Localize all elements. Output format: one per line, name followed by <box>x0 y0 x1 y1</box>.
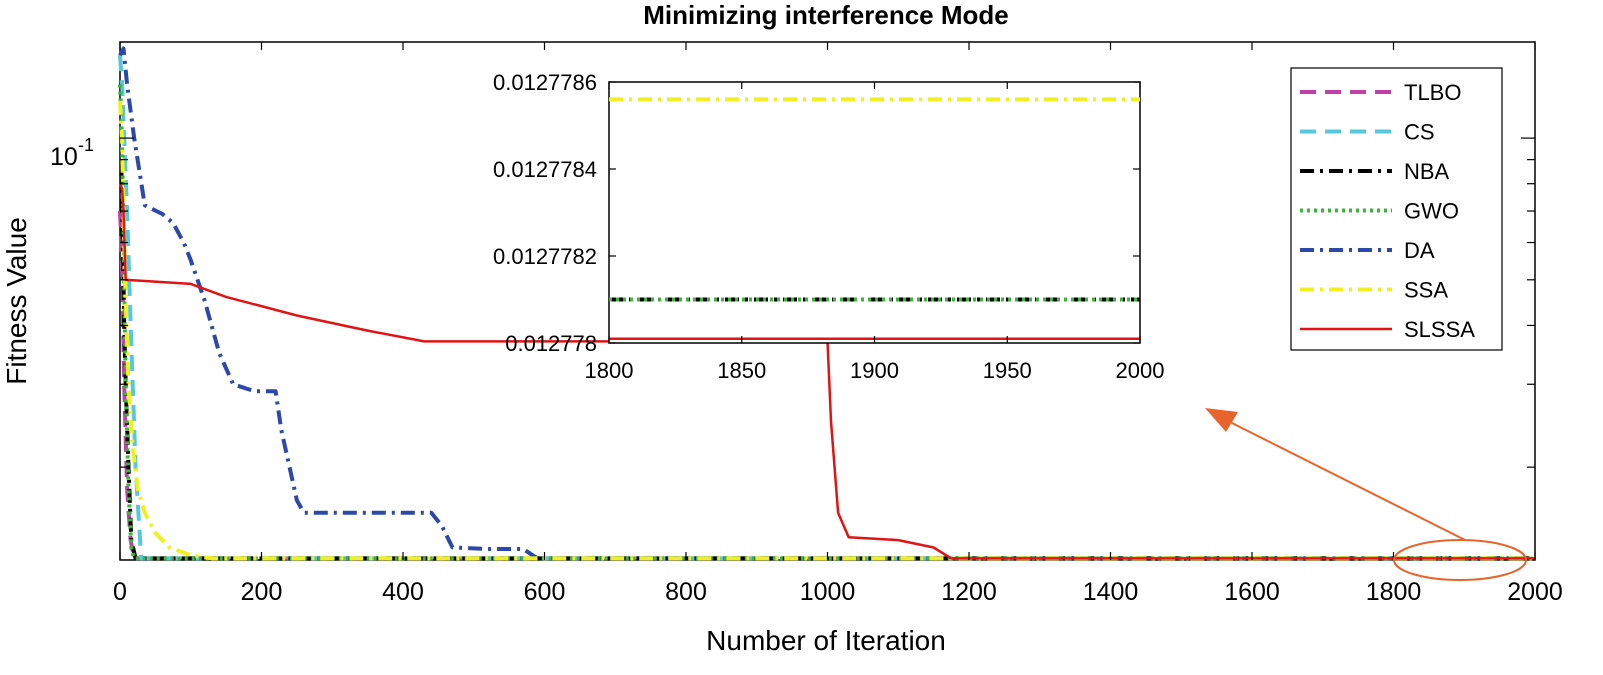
x-tick-label: 1000 <box>800 578 856 606</box>
x-tick-label: 400 <box>382 578 424 606</box>
x-tick-label: 0 <box>113 578 127 606</box>
x-tick-label: 1400 <box>1083 578 1139 606</box>
zoom-region-ellipse <box>1393 539 1527 581</box>
y-tick-label-exponent: -1 <box>78 135 94 155</box>
legend-box <box>1290 67 1503 351</box>
inset-y-tick-label: 0.0127786 <box>493 70 597 95</box>
inset-x-tick-label: 1900 <box>850 358 899 383</box>
legend-label-gwo: GWO <box>1404 199 1459 224</box>
legend-label-slssa: SLSSA <box>1404 317 1475 342</box>
y-tick-label-base: 10 <box>50 143 78 171</box>
x-tick-label: 2000 <box>1507 578 1563 606</box>
legend-label-ssa: SSA <box>1404 278 1448 303</box>
zoom-arrow-line <box>1221 417 1466 541</box>
x-tick-label: 1600 <box>1224 578 1280 606</box>
inset-axes-group: 1800 1850 1900 1950 2000 0.012778 0.0127782 0.0… <box>493 70 1164 383</box>
x-tick-label: 800 <box>665 578 707 606</box>
x-axis-label: Number of Iteration <box>706 625 946 656</box>
x-tick-label: 600 <box>524 578 566 606</box>
y-axis-label: Fitness Value <box>1 217 32 385</box>
main-axes-group: 0 200 400 600 800 1000 1200 1400 1600 1800 2000 <box>113 42 1563 606</box>
zoom-arrow-head <box>1205 408 1238 432</box>
series-line-gwo <box>118 84 1535 561</box>
legend-label-nba: NBA <box>1404 159 1450 184</box>
series-line-da <box>118 46 1535 561</box>
x-tick-label: 1200 <box>941 578 997 606</box>
legend-label-cs: CS <box>1404 120 1435 145</box>
chart-title: Minimizing interference Mode <box>643 0 1009 30</box>
x-tick-label: 1800 <box>1366 578 1422 606</box>
inset-y-tick-label: 0.012778 <box>505 331 597 356</box>
legend-label-da: DA <box>1404 238 1435 263</box>
inset-x-tick-label: 2000 <box>1116 358 1165 383</box>
series-line-ssa <box>118 100 1535 561</box>
legend-items-group: TLBO CS NBA GWO DA SSA SLSSA <box>1300 80 1475 342</box>
x-tick-label: 200 <box>241 578 283 606</box>
inset-x-tick-label: 1950 <box>983 358 1032 383</box>
inset-y-tick-label: 0.0127784 <box>493 157 597 182</box>
inset-x-tick-label: 1850 <box>717 358 766 383</box>
inset-x-tick-label: 1800 <box>585 358 634 383</box>
inset-y-tick-label: 0.0127782 <box>493 244 597 269</box>
inset-plot-area <box>608 81 1141 344</box>
legend-label-tlbo: TLBO <box>1404 80 1461 105</box>
